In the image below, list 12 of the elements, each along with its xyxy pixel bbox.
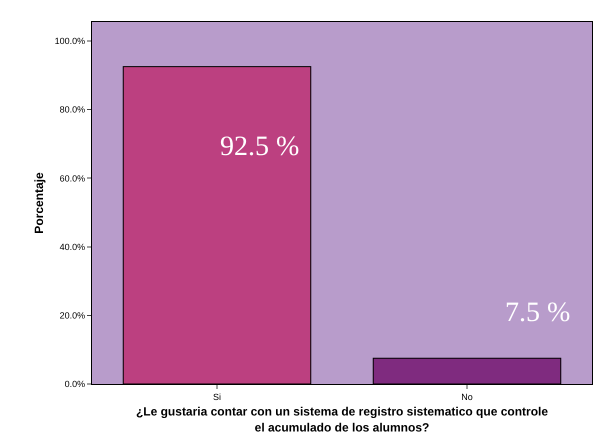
y-tick-label: 60.0% [60,173,86,184]
y-tick-label: 100.0% [54,36,86,46]
y-tick-label: 80.0% [60,104,86,115]
data-label: 7.5 % [505,297,570,328]
x-tick-label: No [461,392,473,402]
y-tick-label: 0.0% [64,379,86,390]
y-tick-label: 20.0% [60,310,86,321]
y-tick-label: 40.0% [60,242,86,252]
data-label: 92.5 % [220,131,300,162]
y-axis-title: Porcentaje [32,172,46,234]
x-axis-title: ¿Le gustaria contar con un sistema de registro sistematico que controle el acumulado de los alumnos? [136,404,548,434]
x-tick-label: Si [212,392,222,402]
